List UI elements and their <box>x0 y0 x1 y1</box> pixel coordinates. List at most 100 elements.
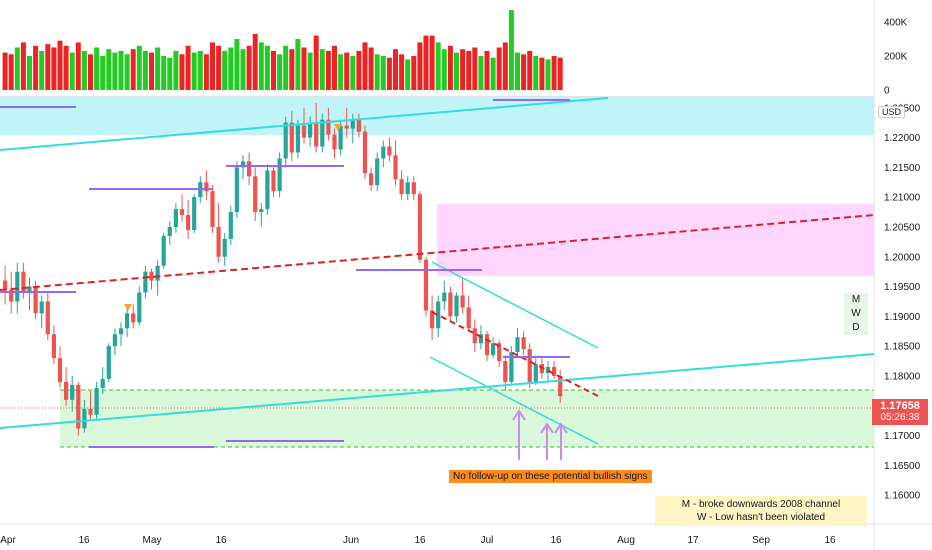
candle <box>448 286 453 323</box>
candle <box>137 286 142 326</box>
bullish-sign-arrows <box>512 409 568 460</box>
candle-body <box>210 191 215 227</box>
candle-body <box>106 346 111 379</box>
volume-bar <box>69 52 75 90</box>
candle-body <box>143 271 148 293</box>
candle-body <box>552 367 557 376</box>
candle <box>247 152 252 186</box>
candle <box>21 262 26 299</box>
volume-bar <box>319 49 325 90</box>
candle <box>326 107 331 141</box>
price-tick-label: 1.19000 <box>884 312 921 323</box>
candle-body <box>344 125 349 129</box>
volume-bar <box>484 50 490 90</box>
volume-bar <box>374 54 380 90</box>
candle <box>204 170 209 201</box>
candle <box>509 346 514 385</box>
candle-body <box>399 179 404 195</box>
candle <box>417 191 422 263</box>
volume-bar <box>8 54 14 90</box>
demand-zone <box>60 390 874 447</box>
candle-body <box>381 146 386 159</box>
candle-body <box>82 408 87 429</box>
candle <box>112 328 117 356</box>
volume-tick-label: 200K <box>884 52 908 63</box>
top-resistance-zone <box>0 97 874 135</box>
candle-body <box>332 134 337 150</box>
candle-body <box>521 337 526 350</box>
time-tick-label: 16 <box>414 535 426 546</box>
volume-bar <box>197 50 203 90</box>
bar-countdown: 05:26:38 <box>880 412 920 423</box>
volume-bar <box>533 56 539 90</box>
candle <box>131 304 136 329</box>
candle <box>277 152 282 198</box>
volume-bar <box>399 54 405 90</box>
candle-body <box>558 375 563 397</box>
orange-annotation: No follow-up on these potential bullish … <box>449 470 652 483</box>
red-dashed-midline <box>0 214 875 291</box>
candle-body <box>192 197 197 230</box>
volume-bar <box>118 50 124 90</box>
time-axis-labels: Apr 16 May 16 Jun 16 Jul 16 Aug 17 Sep 16 <box>0 535 836 546</box>
volume-bar <box>94 47 100 90</box>
yellow-annotation-line-1: M - broke downwards 2008 channel <box>681 499 841 510</box>
candle <box>167 221 172 245</box>
candle-body <box>375 158 380 186</box>
candle <box>155 259 160 296</box>
time-tick-label: 16 <box>215 535 227 546</box>
volume-bar <box>423 35 429 90</box>
candle-body <box>545 367 551 373</box>
volume-tick-label: 400K <box>884 18 908 29</box>
volume-bar <box>490 57 496 90</box>
candle-body <box>533 364 538 382</box>
orange-marker-1 <box>124 304 132 311</box>
candle <box>64 367 69 406</box>
candle-body <box>259 209 264 213</box>
candle <box>454 292 459 323</box>
volume-bar <box>362 42 368 90</box>
candle <box>143 265 148 299</box>
time-tick-label: Jun <box>343 535 359 546</box>
candle-body <box>265 170 270 210</box>
candle <box>411 176 416 201</box>
currency-label: USD <box>878 106 906 118</box>
candle <box>100 367 105 394</box>
candle-body <box>350 119 355 129</box>
candle-body <box>173 209 178 227</box>
volume-bar <box>386 57 392 90</box>
candle-body <box>369 173 374 186</box>
candles <box>3 103 563 436</box>
candle <box>88 390 93 421</box>
volume-bar <box>234 39 240 90</box>
volume-bar <box>39 50 45 90</box>
volume-bar <box>258 42 264 90</box>
timeframe-w: W <box>851 308 861 319</box>
candle-body <box>33 286 38 314</box>
volume-bar <box>338 54 344 90</box>
volume-bar <box>466 50 472 90</box>
volume-bar <box>203 54 209 90</box>
candle <box>283 116 288 168</box>
volume-bar <box>368 47 374 90</box>
volume-bar <box>33 45 39 90</box>
candle <box>430 295 435 341</box>
falling-channel-upper <box>431 261 599 349</box>
candle-body <box>472 328 477 344</box>
volume-bar <box>447 45 453 90</box>
volume-bar <box>301 47 307 90</box>
volume-bars <box>2 10 563 91</box>
volume-bar <box>307 52 313 90</box>
candle-body <box>45 301 50 335</box>
volume-bar <box>14 47 20 90</box>
volume-bar <box>508 10 514 91</box>
volume-bar <box>88 54 93 90</box>
volume-bar <box>435 42 441 90</box>
volume-bar <box>405 59 411 90</box>
time-tick-label: Sep <box>752 535 770 546</box>
price-tick-label: 1.16500 <box>884 461 921 472</box>
candle-body <box>9 289 14 302</box>
candle-body <box>234 167 239 213</box>
candle <box>344 107 349 138</box>
